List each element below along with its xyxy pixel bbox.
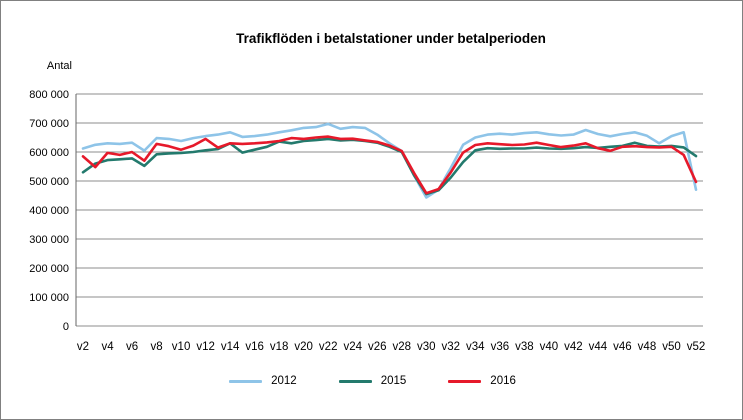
legend-item-2012: 2012 xyxy=(229,375,297,387)
x-tick-label: v36 xyxy=(491,341,510,353)
x-tick-label: v8 xyxy=(150,341,162,353)
x-tick-label: v6 xyxy=(126,341,138,353)
series-line-2012 xyxy=(81,122,698,199)
x-tick-label: v26 xyxy=(368,341,387,353)
y-tick-label: 400 000 xyxy=(29,205,69,217)
legend-label-2015: 2015 xyxy=(380,375,407,387)
y-tick-label: 500 000 xyxy=(29,176,69,188)
legend-label-2016: 2016 xyxy=(490,375,516,387)
chart-title: Trafikflöden i betalstationer under beta… xyxy=(236,31,546,46)
x-tick-label: v16 xyxy=(245,341,264,353)
x-tick-label: v14 xyxy=(221,341,240,353)
x-tick-label: v28 xyxy=(392,341,411,353)
x-tick-label: v48 xyxy=(638,341,657,353)
x-tick-label: v50 xyxy=(662,341,681,353)
x-tick-label: v20 xyxy=(294,341,313,353)
x-tick-label: v18 xyxy=(270,341,289,353)
x-tick-label: v10 xyxy=(172,341,191,353)
legend-item-2016: 2016 xyxy=(448,375,516,387)
y-tick-label: 600 000 xyxy=(29,147,69,159)
y-tick-label: 100 000 xyxy=(29,292,69,304)
y-tick-label: 700 000 xyxy=(29,118,69,130)
y-axis-unit-label: Antal xyxy=(46,60,72,72)
series-line-2016 xyxy=(81,135,698,195)
legend-swatch-2012 xyxy=(229,379,263,383)
y-tick-label: 300 000 xyxy=(29,234,69,246)
x-tick-label: v2 xyxy=(77,341,89,353)
legend-label-2012: 2012 xyxy=(271,375,297,387)
x-tick-label: v22 xyxy=(319,341,338,353)
legend-swatch-2015 xyxy=(338,379,372,383)
x-tick-label: v32 xyxy=(442,341,461,353)
x-tick-label: v4 xyxy=(101,341,114,353)
y-tick-label: 0 xyxy=(63,321,69,333)
x-tick-label: v38 xyxy=(515,341,534,353)
x-tick-label: v30 xyxy=(417,341,436,353)
x-tick-label: v52 xyxy=(687,341,706,353)
x-tick-label: v44 xyxy=(589,341,608,353)
x-tick-label: v34 xyxy=(466,341,485,353)
x-tick-label: v12 xyxy=(196,341,215,353)
legend-swatch-2016 xyxy=(448,379,482,383)
x-tick-label: v40 xyxy=(540,341,559,353)
y-tick-label: 800 000 xyxy=(29,89,69,101)
x-tick-label: v46 xyxy=(613,341,632,353)
legend: 2012 2015 2016 xyxy=(1,375,742,387)
legend-item-2015: 2015 xyxy=(338,375,407,387)
y-tick-label: 200 000 xyxy=(29,263,69,275)
x-tick-label: v24 xyxy=(343,341,362,353)
x-tick-label: v42 xyxy=(564,341,583,353)
